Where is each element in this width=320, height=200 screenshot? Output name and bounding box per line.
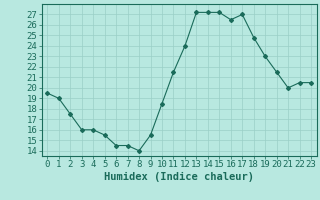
X-axis label: Humidex (Indice chaleur): Humidex (Indice chaleur) [104, 172, 254, 182]
